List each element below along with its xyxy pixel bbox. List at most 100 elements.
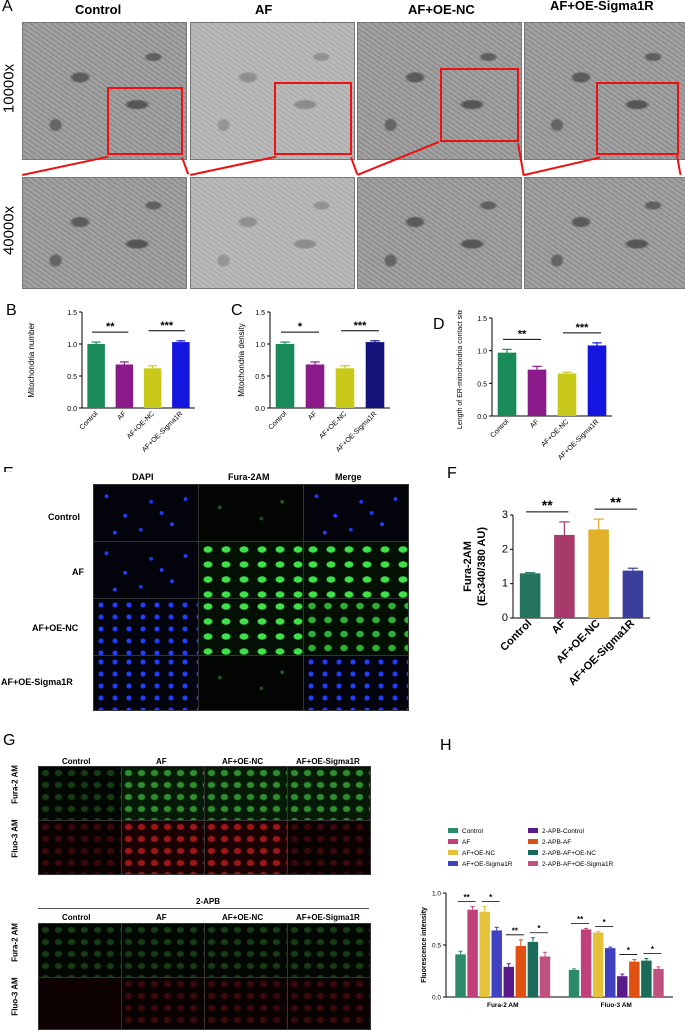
bar — [87, 344, 105, 408]
category-label: AF — [550, 617, 569, 636]
e-row-af-oe-nc: AF+OE-NC — [32, 623, 79, 633]
significance-label: ** — [518, 328, 527, 340]
y-tick-label: 0.0 — [67, 406, 77, 413]
g-img-fluo-af — [121, 820, 205, 875]
bar — [617, 976, 628, 997]
e-img-control-merge — [303, 484, 409, 542]
significance-label: * — [651, 945, 655, 954]
em-10000x-control — [22, 22, 187, 160]
legend-label: Control — [462, 828, 484, 835]
bar — [172, 342, 190, 408]
g2-col-af-oe-sigma1r: AF+OE-Sigma1R — [296, 913, 360, 922]
bar — [587, 345, 607, 416]
significance-label: * — [298, 321, 303, 333]
legend-label: AF+OE-Sigma1R — [462, 861, 513, 868]
legend-label: AF — [462, 839, 470, 846]
legend-label: 2-APB-AF+OE-NC — [542, 850, 596, 857]
y-tick-label: 2 — [502, 543, 508, 555]
category-label: AF — [117, 410, 128, 421]
g2-img-fluo-af-oe-nc — [204, 977, 288, 1030]
y-tick-label: 1.5 — [67, 310, 77, 317]
g2-row-fluo: Fluo-3 AM — [10, 977, 20, 1016]
bar — [305, 364, 325, 408]
row-label-40000x: 40000x — [0, 205, 18, 256]
legend-label: 2-APB-AF+OE-Sigma1R — [542, 861, 614, 868]
bar — [604, 948, 616, 997]
legend-swatch — [448, 850, 458, 855]
panel-label-g: G — [3, 732, 16, 749]
significance-label: ** — [106, 321, 115, 333]
col-header-af: AF — [255, 2, 273, 17]
significance-label: * — [537, 924, 541, 933]
y-axis-label: Mitochondria density — [237, 323, 246, 396]
category-label: Control — [79, 410, 100, 431]
em-40000x-af-oe-sigma1r — [524, 177, 685, 289]
significance-label: * — [489, 893, 493, 902]
legend-swatch — [448, 828, 458, 833]
bar — [503, 966, 515, 997]
significance-label: *** — [576, 322, 590, 334]
bar — [275, 344, 295, 408]
panel-label-d: D — [433, 316, 445, 333]
g-img-fura-af — [121, 766, 205, 821]
bar — [479, 911, 490, 997]
bar — [622, 570, 644, 618]
significance-label: ** — [610, 494, 621, 510]
legend-swatch — [528, 828, 538, 833]
g-img-fura-af-oe-nc — [204, 766, 288, 821]
g-row-fluo: Fluo-3 AM — [10, 819, 20, 858]
col-header-control: Control — [75, 2, 122, 17]
bar — [557, 373, 577, 416]
category-label: AF+OE-Sigma1R — [566, 618, 637, 689]
em-40000x-control — [22, 177, 187, 289]
legend-swatch — [448, 839, 458, 844]
g2-img-fura-af — [121, 923, 205, 978]
e-row-af: AF — [72, 567, 84, 577]
e-img-af-oe-sigma1r-dapi — [93, 655, 199, 711]
e-img-af-dapi — [93, 541, 199, 599]
bar — [527, 941, 539, 997]
y-tick-label: 0.5 — [67, 374, 77, 381]
g2-img-fura-af-oe-sigma1r — [287, 923, 371, 978]
bar — [143, 368, 162, 408]
e-img-af-oe-nc-merge — [303, 598, 409, 656]
legend-label: AF+OE-NC — [462, 850, 495, 857]
bar — [455, 954, 466, 997]
category-label: AF+OE-NC — [540, 418, 570, 448]
bar — [115, 364, 134, 408]
category-label: AF — [307, 410, 318, 421]
g-col-control: Control — [62, 757, 91, 766]
e-img-af-oe-nc-dapi — [93, 598, 199, 656]
panel-label-b: B — [6, 302, 17, 319]
chart-mitochondria-density: 0.0 0.5 1.0 1.5 Mitochondria density Control A… — [237, 310, 390, 454]
bar — [335, 368, 355, 408]
y-axis-label: Mitochondria number — [27, 322, 36, 397]
em-10000x-af-oe-nc — [357, 22, 522, 160]
y-tick-label: 1.0 — [432, 891, 441, 898]
bar — [580, 929, 592, 997]
col-header-af-oe-sigma1r: AF+OE-Sigma1R — [550, 0, 654, 13]
legend-swatch — [528, 850, 538, 855]
g-img-fluo-af-oe-sigma1r — [287, 820, 371, 875]
legend-label: 2-APB-Control — [542, 828, 584, 835]
y-tick-label: 1 — [502, 578, 508, 590]
g-col-af-oe-nc: AF+OE-NC — [222, 757, 264, 766]
category-label: AF+OE-NC — [318, 410, 348, 440]
zoom-box-control — [107, 87, 183, 155]
bar — [515, 946, 527, 997]
g-row-fura: Fura-2 AM — [10, 765, 20, 804]
g-treatment-rule — [38, 908, 369, 909]
bar — [539, 956, 551, 997]
chart-er-mito-contact-length: 0.0 0.5 1.0 1.5 Length of ER-mitochondria co… — [457, 310, 612, 462]
y-tick-label: 0.0 — [432, 995, 441, 1002]
legend-swatch — [528, 861, 538, 866]
g2-img-fluo-af-oe-sigma1r — [287, 977, 371, 1030]
e-row-af-oe-sigma1r: AF+OE-Sigma1R — [1, 677, 73, 687]
bar — [467, 909, 478, 997]
g-img-fluo-af-oe-nc — [204, 820, 288, 875]
g-img-fura-af-oe-sigma1r — [287, 766, 371, 821]
e-img-af-oe-sigma1r-fura — [198, 655, 304, 711]
significance-label: ** — [512, 926, 519, 935]
g2-row-fura: Fura-2 AM — [10, 923, 20, 962]
category-label: Fluo-3 AM — [601, 1002, 632, 1009]
